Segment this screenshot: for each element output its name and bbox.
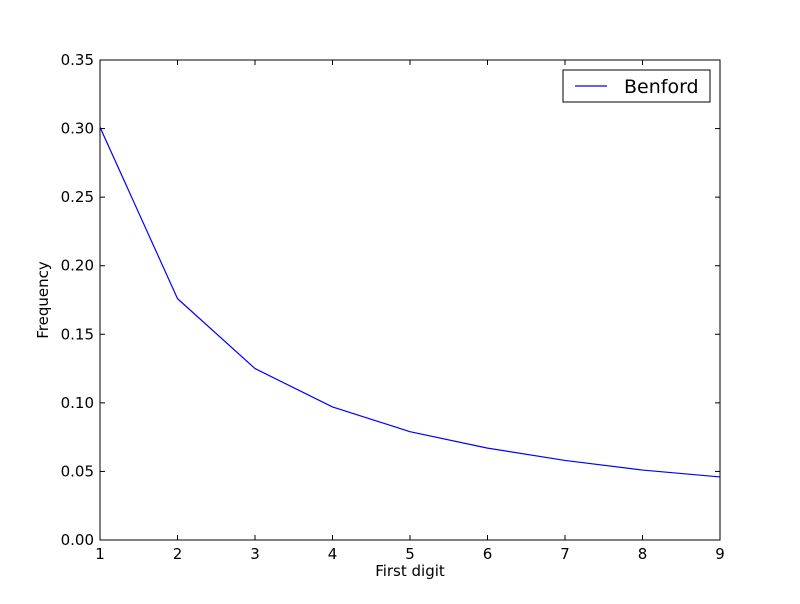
x-tick-label: 4 [328, 545, 338, 563]
y-axis-label: Frequency [34, 261, 52, 339]
y-tick-label: 0.00 [61, 531, 94, 549]
series-layer [99, 126, 721, 478]
x-tick-label: 6 [483, 545, 493, 563]
y-tick-label: 0.15 [61, 325, 94, 343]
legend-label-benford: Benford [624, 76, 699, 98]
series-line-benford [99, 126, 721, 478]
x-tick-label: 8 [638, 545, 648, 563]
y-tick-label: 0.20 [61, 257, 94, 275]
y-tick-label: 0.25 [61, 188, 94, 206]
x-tick-label: 9 [715, 545, 725, 563]
x-axis-label: First digit [375, 562, 445, 580]
x-tick-label: 1 [95, 545, 105, 563]
axes-frame [99, 59, 721, 541]
tick-labels-layer: 1 2 3 4 5 6 7 8 9 0.00 0.05 0.10 0.15 0.20 0.25 0.30 0.3… [61, 51, 725, 563]
x-tick-label: 2 [173, 545, 183, 563]
y-tick-label: 0.10 [61, 394, 94, 412]
x-tick-label: 7 [560, 545, 570, 563]
legend: Benford [562, 69, 711, 103]
y-tick-label: 0.35 [61, 51, 94, 69]
y-tick-label: 0.30 [61, 120, 94, 138]
plot-area [100, 60, 720, 540]
y-tick-label: 0.05 [61, 462, 94, 480]
x-tick-label: 5 [405, 545, 415, 563]
x-tick-label: 3 [250, 545, 260, 563]
